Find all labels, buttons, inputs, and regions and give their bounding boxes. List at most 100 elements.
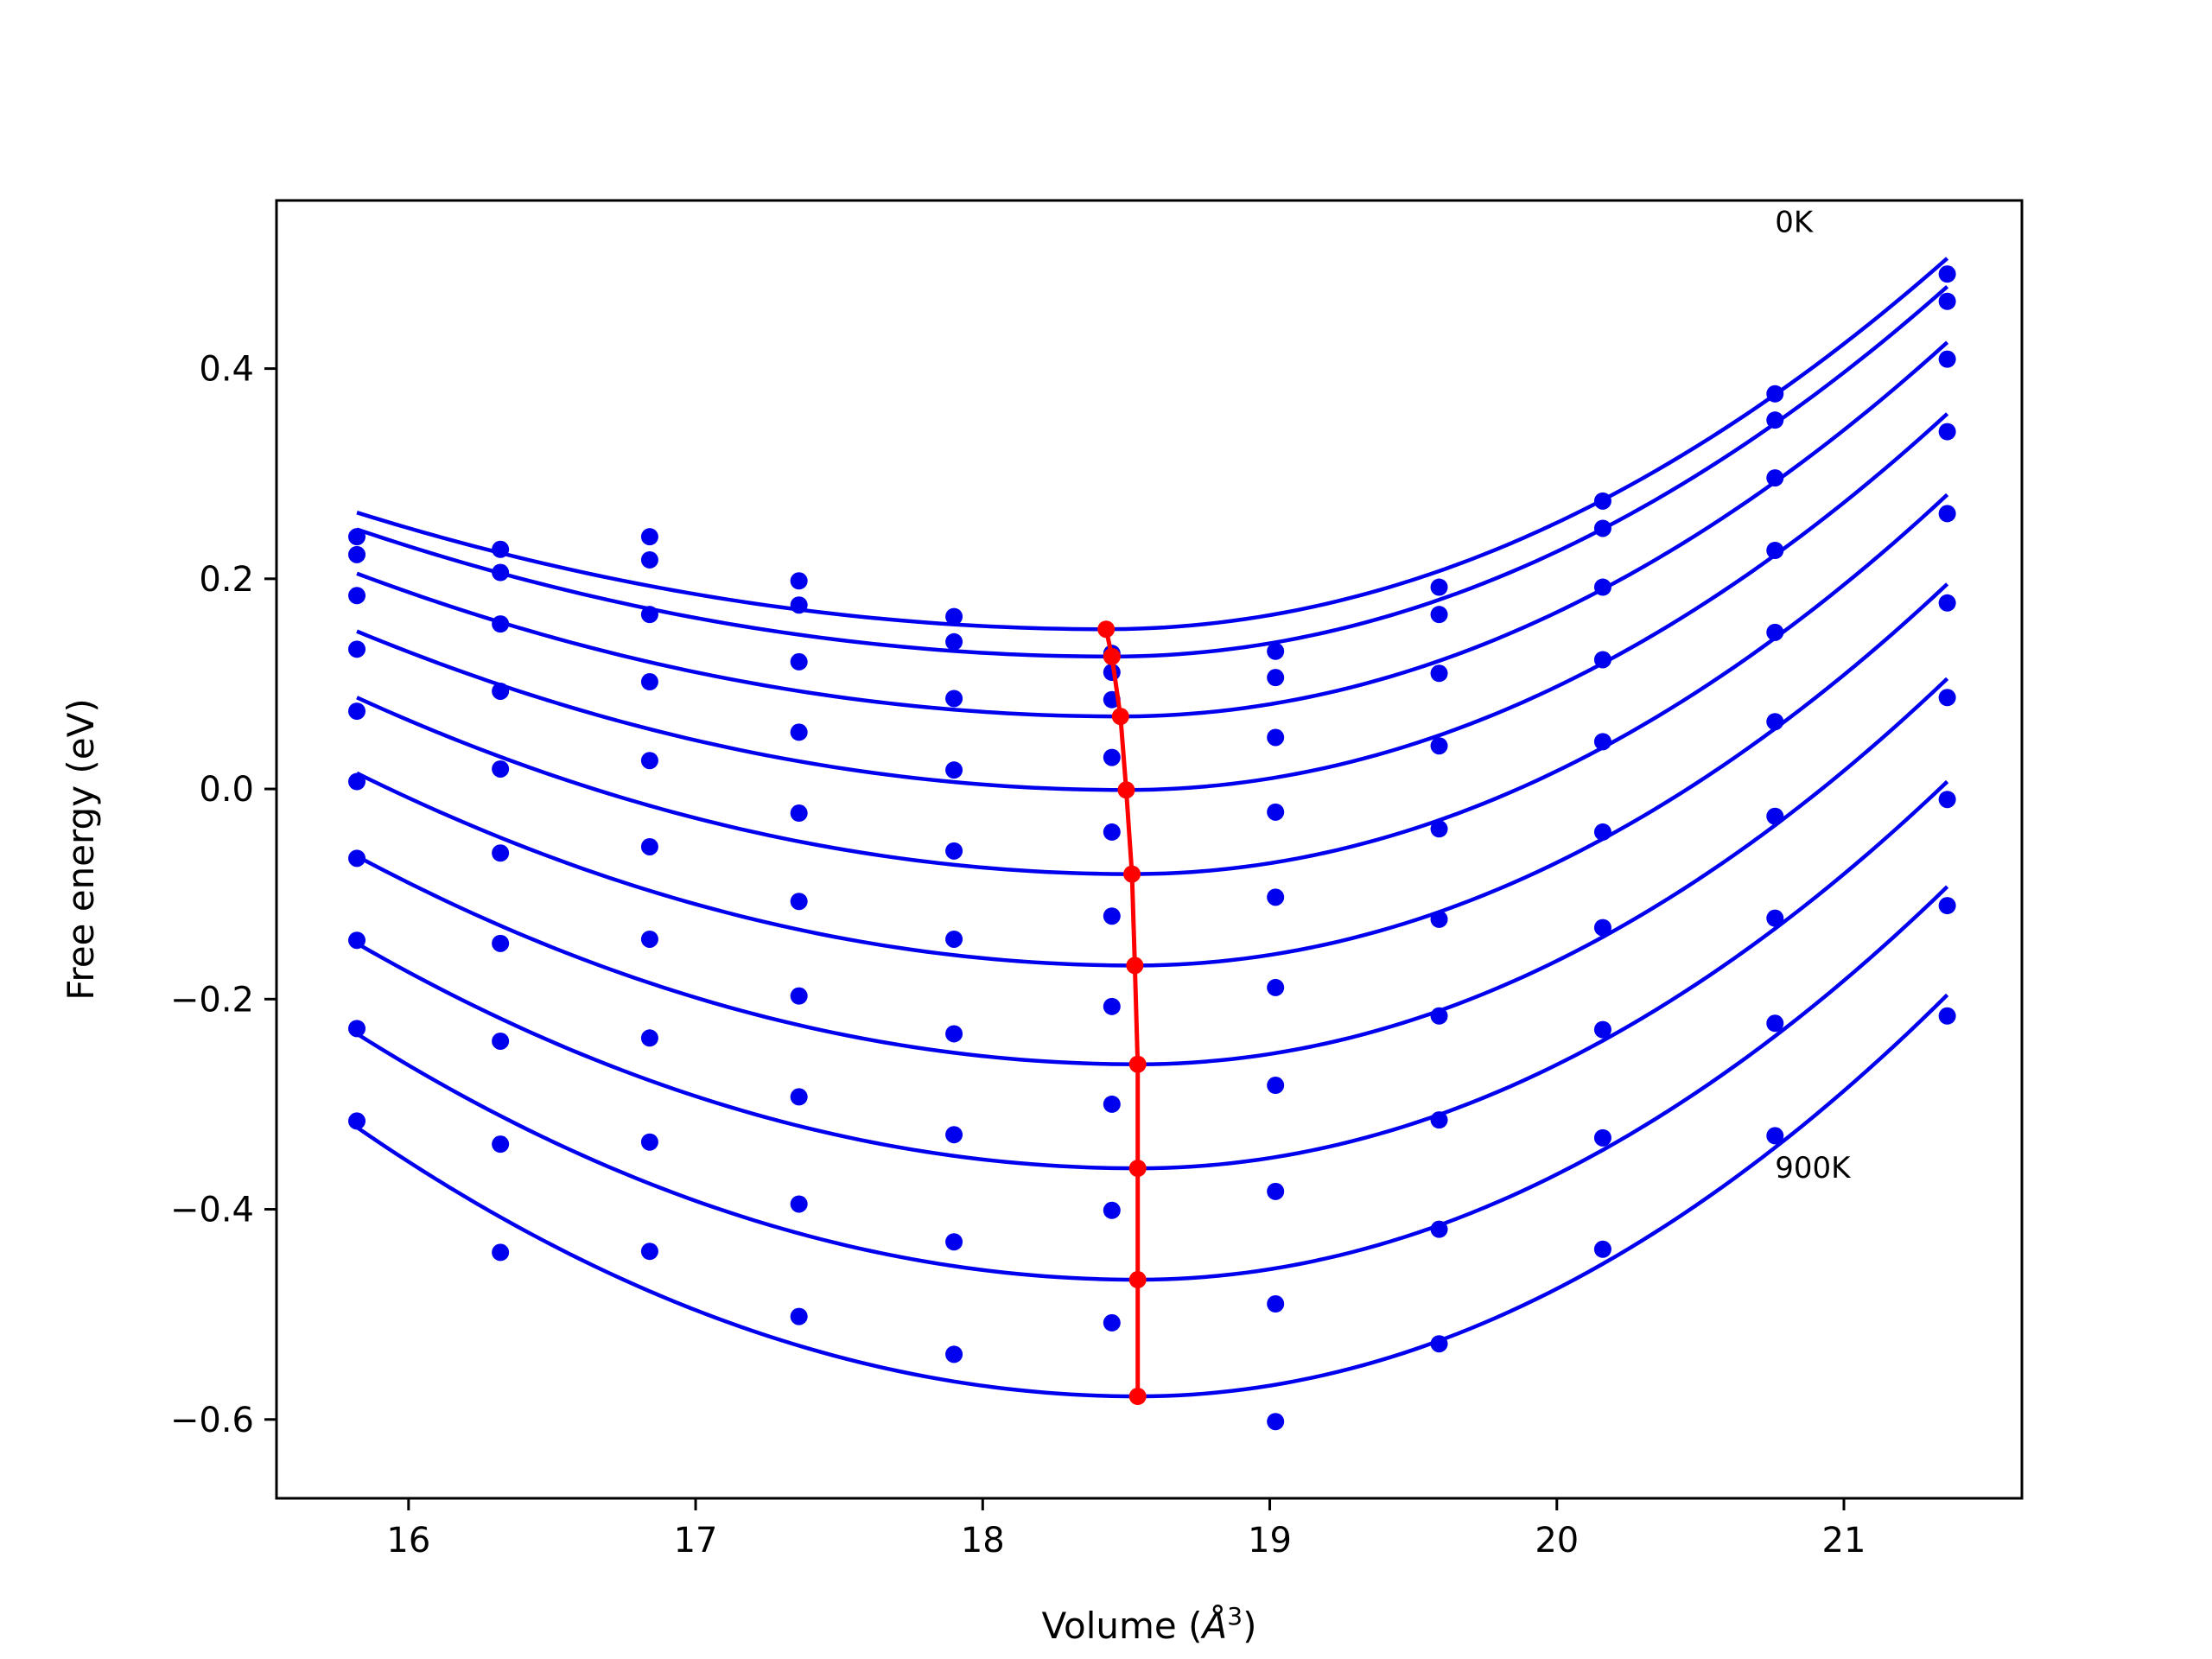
data-point bbox=[1593, 651, 1611, 669]
data-point bbox=[790, 1307, 808, 1325]
data-point bbox=[1938, 292, 1956, 310]
data-point bbox=[348, 1020, 366, 1038]
data-point bbox=[492, 1032, 510, 1050]
data-point bbox=[1267, 1295, 1285, 1313]
data-point bbox=[492, 760, 510, 778]
data-point bbox=[1430, 578, 1448, 596]
data-point bbox=[790, 804, 808, 823]
data-point bbox=[1103, 997, 1121, 1015]
data-point bbox=[348, 772, 366, 791]
minimum-point bbox=[1123, 865, 1141, 883]
data-point bbox=[348, 849, 366, 868]
y-tick-label: 0.0 bbox=[199, 770, 254, 810]
x-tick-label: 18 bbox=[961, 1521, 1005, 1560]
data-point bbox=[640, 1243, 658, 1261]
data-point bbox=[492, 844, 510, 862]
data-point bbox=[1430, 820, 1448, 838]
data-point bbox=[640, 1029, 658, 1047]
annotation-label: 0K bbox=[1775, 205, 1815, 239]
data-point bbox=[945, 607, 963, 626]
data-point bbox=[1766, 623, 1784, 641]
data-point bbox=[1267, 728, 1285, 747]
data-point bbox=[1103, 823, 1121, 841]
x-tick-label: 19 bbox=[1248, 1521, 1292, 1560]
data-point bbox=[1593, 918, 1611, 937]
data-point bbox=[1103, 1201, 1121, 1219]
x-axis-label-exponent: 3 bbox=[1227, 1602, 1243, 1630]
data-point bbox=[1593, 823, 1611, 841]
data-point bbox=[640, 837, 658, 855]
fit-curve-3 bbox=[356, 412, 1949, 792]
data-point bbox=[640, 1133, 658, 1151]
data-point bbox=[1938, 265, 1956, 283]
data-point bbox=[1430, 1111, 1448, 1129]
data-point bbox=[640, 930, 658, 948]
minimum-point bbox=[1097, 620, 1116, 639]
fit-curve-6 bbox=[355, 677, 1949, 1066]
data-point bbox=[945, 1025, 963, 1043]
data-point bbox=[1430, 910, 1448, 928]
data-point bbox=[1430, 737, 1448, 755]
x-tick-label: 21 bbox=[1822, 1521, 1866, 1560]
data-point bbox=[1267, 642, 1285, 660]
data-point bbox=[492, 540, 510, 558]
data-point bbox=[1766, 541, 1784, 559]
data-point bbox=[790, 987, 808, 1005]
y-tick-label: −0.6 bbox=[170, 1401, 254, 1440]
y-tick-label: 0.4 bbox=[199, 350, 254, 390]
fit-curve-5 bbox=[356, 582, 1949, 968]
minimum-path bbox=[1097, 620, 1147, 1406]
minimum-point bbox=[1128, 1271, 1147, 1289]
data-point bbox=[640, 606, 658, 624]
data-point bbox=[640, 528, 658, 546]
data-point bbox=[945, 761, 963, 779]
data-point bbox=[1267, 888, 1285, 906]
data-point bbox=[1430, 1335, 1448, 1353]
x-tick-label: 16 bbox=[386, 1521, 430, 1560]
data-point bbox=[348, 931, 366, 950]
annotations: 0K 900K bbox=[1775, 205, 1852, 1185]
data-point bbox=[1938, 350, 1956, 368]
data-point bbox=[1103, 907, 1121, 925]
x-axis-label-symbol: Å bbox=[1200, 1604, 1228, 1647]
x-axis-label: Volume (Å3) bbox=[1042, 1602, 1257, 1648]
data-point bbox=[492, 563, 510, 582]
data-point bbox=[348, 702, 366, 721]
data-point bbox=[1938, 594, 1956, 612]
plot-frame bbox=[275, 199, 2024, 1500]
data-point bbox=[1938, 423, 1956, 441]
minimum-point bbox=[1128, 1388, 1147, 1406]
data-point bbox=[1430, 1220, 1448, 1238]
data-point bbox=[1766, 385, 1784, 403]
data-point bbox=[1938, 689, 1956, 707]
data-point bbox=[1267, 669, 1285, 687]
data-point bbox=[1430, 1007, 1448, 1025]
x-axis-ticks: 16 17 18 19 20 21 bbox=[386, 1498, 1866, 1560]
data-point bbox=[348, 545, 366, 563]
data-point bbox=[492, 1243, 510, 1262]
data-points bbox=[348, 265, 1956, 1431]
fit-curve-8 bbox=[355, 885, 1949, 1282]
data-point bbox=[945, 1126, 963, 1144]
data-point bbox=[945, 1345, 963, 1363]
fit-curve-0 bbox=[356, 257, 1949, 632]
x-tick-label: 17 bbox=[674, 1521, 718, 1560]
data-point bbox=[1766, 713, 1784, 731]
y-axis-ticks: −0.6 −0.4 −0.2 0.0 0.2 0.4 bbox=[170, 350, 276, 1440]
data-point bbox=[1593, 733, 1611, 751]
data-point bbox=[945, 842, 963, 860]
data-point bbox=[492, 934, 510, 952]
minimum-point bbox=[1103, 647, 1121, 665]
fit-curve-4 bbox=[356, 493, 1949, 876]
data-point bbox=[1593, 578, 1611, 596]
data-point bbox=[1103, 1095, 1121, 1113]
data-point bbox=[492, 615, 510, 633]
minimum-point bbox=[1126, 957, 1144, 975]
data-point bbox=[790, 572, 808, 590]
data-point bbox=[1593, 519, 1611, 537]
minimum-line bbox=[1103, 628, 1141, 1397]
data-point bbox=[945, 1233, 963, 1251]
minimum-point bbox=[1117, 781, 1135, 799]
annotation-label: 900K bbox=[1775, 1151, 1852, 1185]
